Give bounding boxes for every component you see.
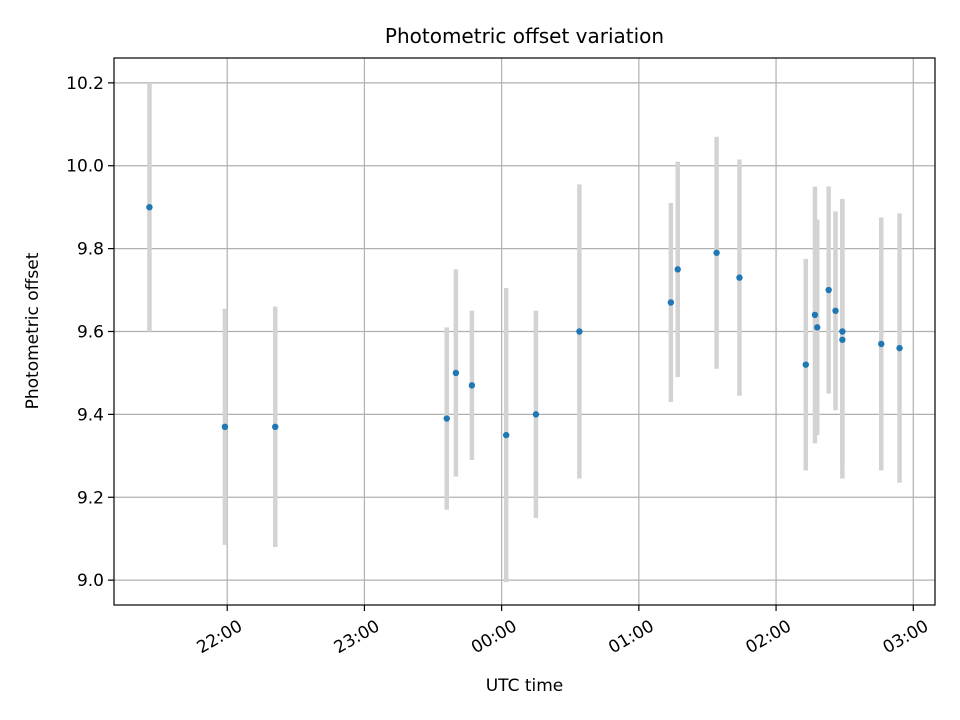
data-point — [878, 340, 885, 348]
chart-title: Photometric offset variation — [385, 24, 664, 48]
x-tick-label: 00:00 — [468, 616, 520, 658]
x-tick-label: 03:00 — [880, 616, 932, 658]
y-axis-label: Photometric offset — [23, 252, 43, 409]
x-tick-label: 22:00 — [194, 616, 246, 658]
data-point — [839, 336, 846, 343]
data-point — [814, 324, 821, 331]
data-points — [146, 203, 903, 439]
y-axis: 9.0 9.2 9.4 9.6 9.8 10.0 10.2 — [66, 74, 114, 591]
y-tick-label: 10.0 — [66, 157, 104, 177]
data-point — [452, 369, 460, 377]
data-point — [839, 328, 846, 335]
data-point — [802, 361, 809, 368]
data-point — [272, 423, 279, 431]
data-point — [811, 311, 819, 319]
data-point — [674, 266, 681, 273]
data-point — [896, 344, 903, 352]
y-tick-label: 9.8 — [77, 240, 104, 260]
data-point — [576, 328, 583, 335]
x-axis: 22:00 23:00 00:00 01:00 02:00 03:00 — [194, 605, 932, 658]
errorbars — [147, 82, 902, 583]
data-point — [468, 382, 476, 389]
x-axis-label: UTC time — [486, 676, 564, 696]
data-point — [667, 299, 675, 306]
data-point — [443, 415, 450, 422]
data-point — [503, 431, 510, 439]
y-tick-label: 9.6 — [77, 323, 104, 343]
y-tick-label: 10.2 — [66, 74, 104, 94]
data-point — [736, 274, 743, 281]
data-point — [146, 203, 153, 211]
data-point — [532, 411, 540, 418]
x-tick-label: 02:00 — [742, 616, 794, 658]
data-point — [713, 249, 720, 256]
x-tick-label: 23:00 — [331, 616, 383, 658]
y-tick-label: 9.4 — [77, 405, 104, 425]
x-tick-label: 01:00 — [605, 616, 657, 658]
data-point — [832, 307, 839, 314]
data-point — [221, 423, 229, 431]
y-tick-label: 9.2 — [77, 488, 104, 508]
y-tick-label: 9.0 — [77, 571, 104, 591]
grid — [114, 58, 935, 605]
data-point — [825, 286, 832, 294]
